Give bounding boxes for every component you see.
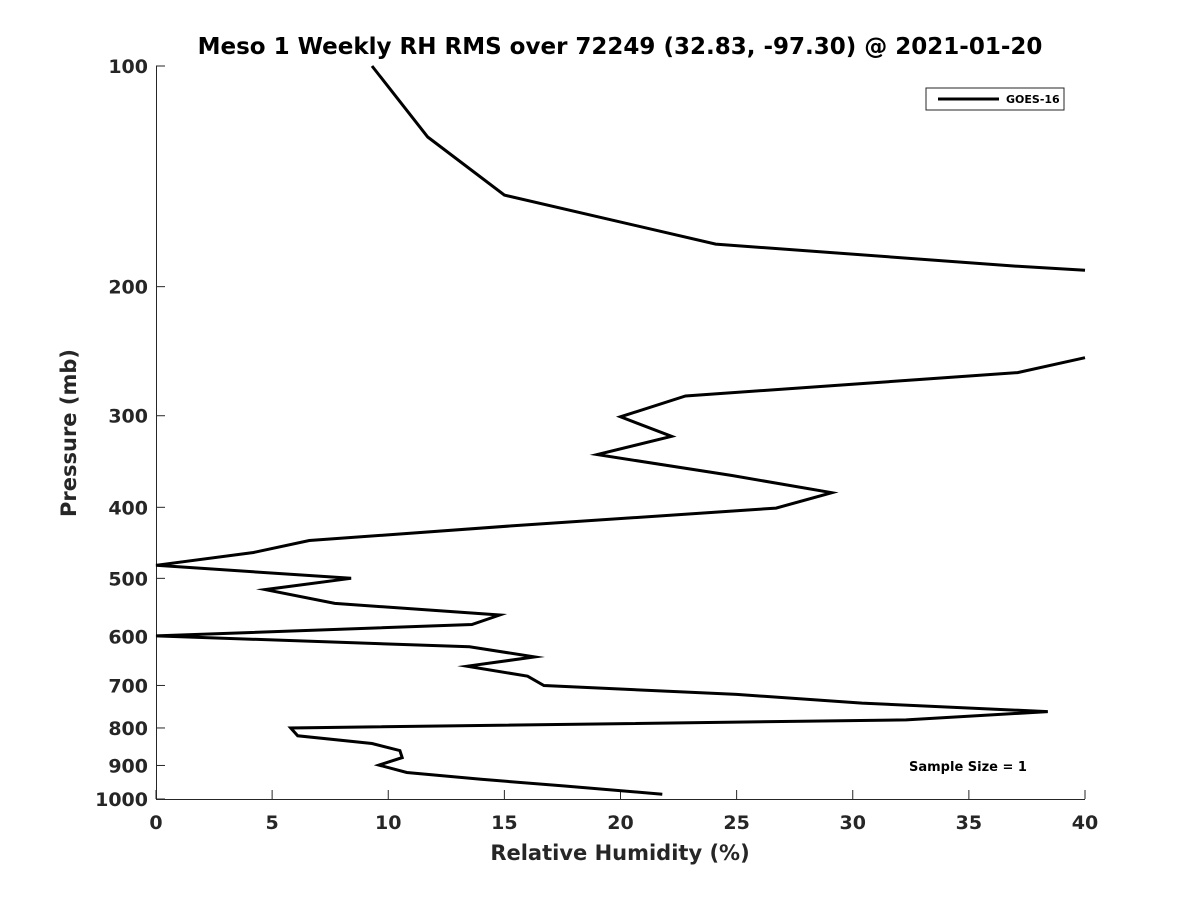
x-tick-label: 10 [375, 812, 401, 834]
x-axis-label: Relative Humidity (%) [490, 841, 749, 865]
y-tick-label: 400 [108, 497, 148, 519]
x-tick-label: 25 [723, 812, 749, 834]
y-tick-label: 600 [108, 626, 148, 648]
y-axis-ticks: 100 200 300 400 500 600 700 800 900 1000 [95, 56, 165, 811]
y-tick-label: 1000 [95, 789, 148, 811]
y-tick-label: 700 [108, 675, 148, 697]
y-tick-label: 900 [108, 755, 148, 777]
y-tick-label: 200 [108, 277, 148, 299]
x-tick-label: 40 [1072, 812, 1098, 834]
y-tick-label: 300 [108, 406, 148, 428]
x-tick-label: 30 [840, 812, 866, 834]
y-axis-label: Pressure (mb) [57, 349, 81, 517]
sample-size-annotation: Sample Size = 1 [909, 760, 1027, 775]
x-tick-label: 15 [491, 812, 517, 834]
chart-title: Meso 1 Weekly RH RMS over 72249 (32.83, … [198, 34, 1043, 60]
y-tick-label: 800 [108, 718, 148, 740]
x-tick-label: 5 [266, 812, 279, 834]
series-line-goes-16 [155, 65, 1086, 796]
y-tick-label: 100 [108, 56, 148, 78]
x-tick-label: 20 [607, 812, 633, 834]
y-tick-label: 500 [108, 568, 148, 590]
x-tick-label: 0 [149, 812, 162, 834]
x-tick-label: 35 [956, 812, 982, 834]
x-axis-ticks: 0 5 10 15 20 25 30 35 40 [149, 790, 1098, 834]
legend-label-goes-16: GOES-16 [1006, 93, 1060, 106]
series-layer [155, 65, 1086, 796]
legend: GOES-16 [925, 87, 1065, 111]
